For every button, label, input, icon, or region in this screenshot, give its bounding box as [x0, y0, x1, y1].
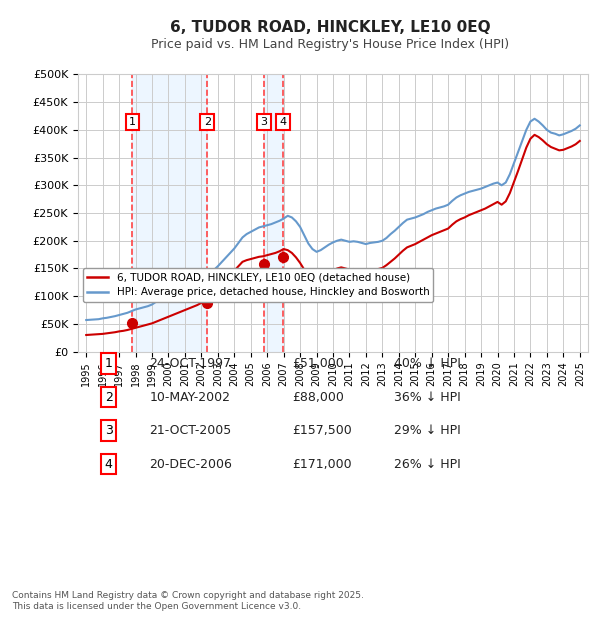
- Text: 10-MAY-2002: 10-MAY-2002: [149, 391, 230, 404]
- Legend: 6, TUDOR ROAD, HINCKLEY, LE10 0EQ (detached house), HPI: Average price, detached: 6, TUDOR ROAD, HINCKLEY, LE10 0EQ (detac…: [83, 268, 433, 302]
- Text: 3: 3: [104, 424, 113, 437]
- Text: 4: 4: [104, 458, 113, 471]
- Text: 1: 1: [129, 117, 136, 127]
- Text: £171,000: £171,000: [292, 458, 352, 471]
- Text: 3: 3: [260, 117, 268, 127]
- Text: 29% ↓ HPI: 29% ↓ HPI: [394, 424, 461, 437]
- Text: 24-OCT-1997: 24-OCT-1997: [149, 357, 232, 370]
- Text: 20-DEC-2006: 20-DEC-2006: [149, 458, 232, 471]
- Text: 2: 2: [204, 117, 211, 127]
- Text: 2: 2: [104, 391, 113, 404]
- Text: £51,000: £51,000: [292, 357, 344, 370]
- Bar: [264, 74, 283, 352]
- Text: 21-OCT-2005: 21-OCT-2005: [149, 424, 232, 437]
- Bar: [133, 74, 208, 352]
- Text: 26% ↓ HPI: 26% ↓ HPI: [394, 458, 461, 471]
- Text: £88,000: £88,000: [292, 391, 344, 404]
- Text: Contains HM Land Registry data © Crown copyright and database right 2025.
This d: Contains HM Land Registry data © Crown c…: [12, 591, 364, 611]
- Text: 1: 1: [104, 357, 113, 370]
- Text: £157,500: £157,500: [292, 424, 352, 437]
- Text: 40% ↓ HPI: 40% ↓ HPI: [394, 357, 461, 370]
- Text: 36% ↓ HPI: 36% ↓ HPI: [394, 391, 461, 404]
- Text: Price paid vs. HM Land Registry's House Price Index (HPI): Price paid vs. HM Land Registry's House …: [151, 38, 509, 51]
- Text: 4: 4: [280, 117, 287, 127]
- Text: 6, TUDOR ROAD, HINCKLEY, LE10 0EQ: 6, TUDOR ROAD, HINCKLEY, LE10 0EQ: [170, 20, 490, 35]
